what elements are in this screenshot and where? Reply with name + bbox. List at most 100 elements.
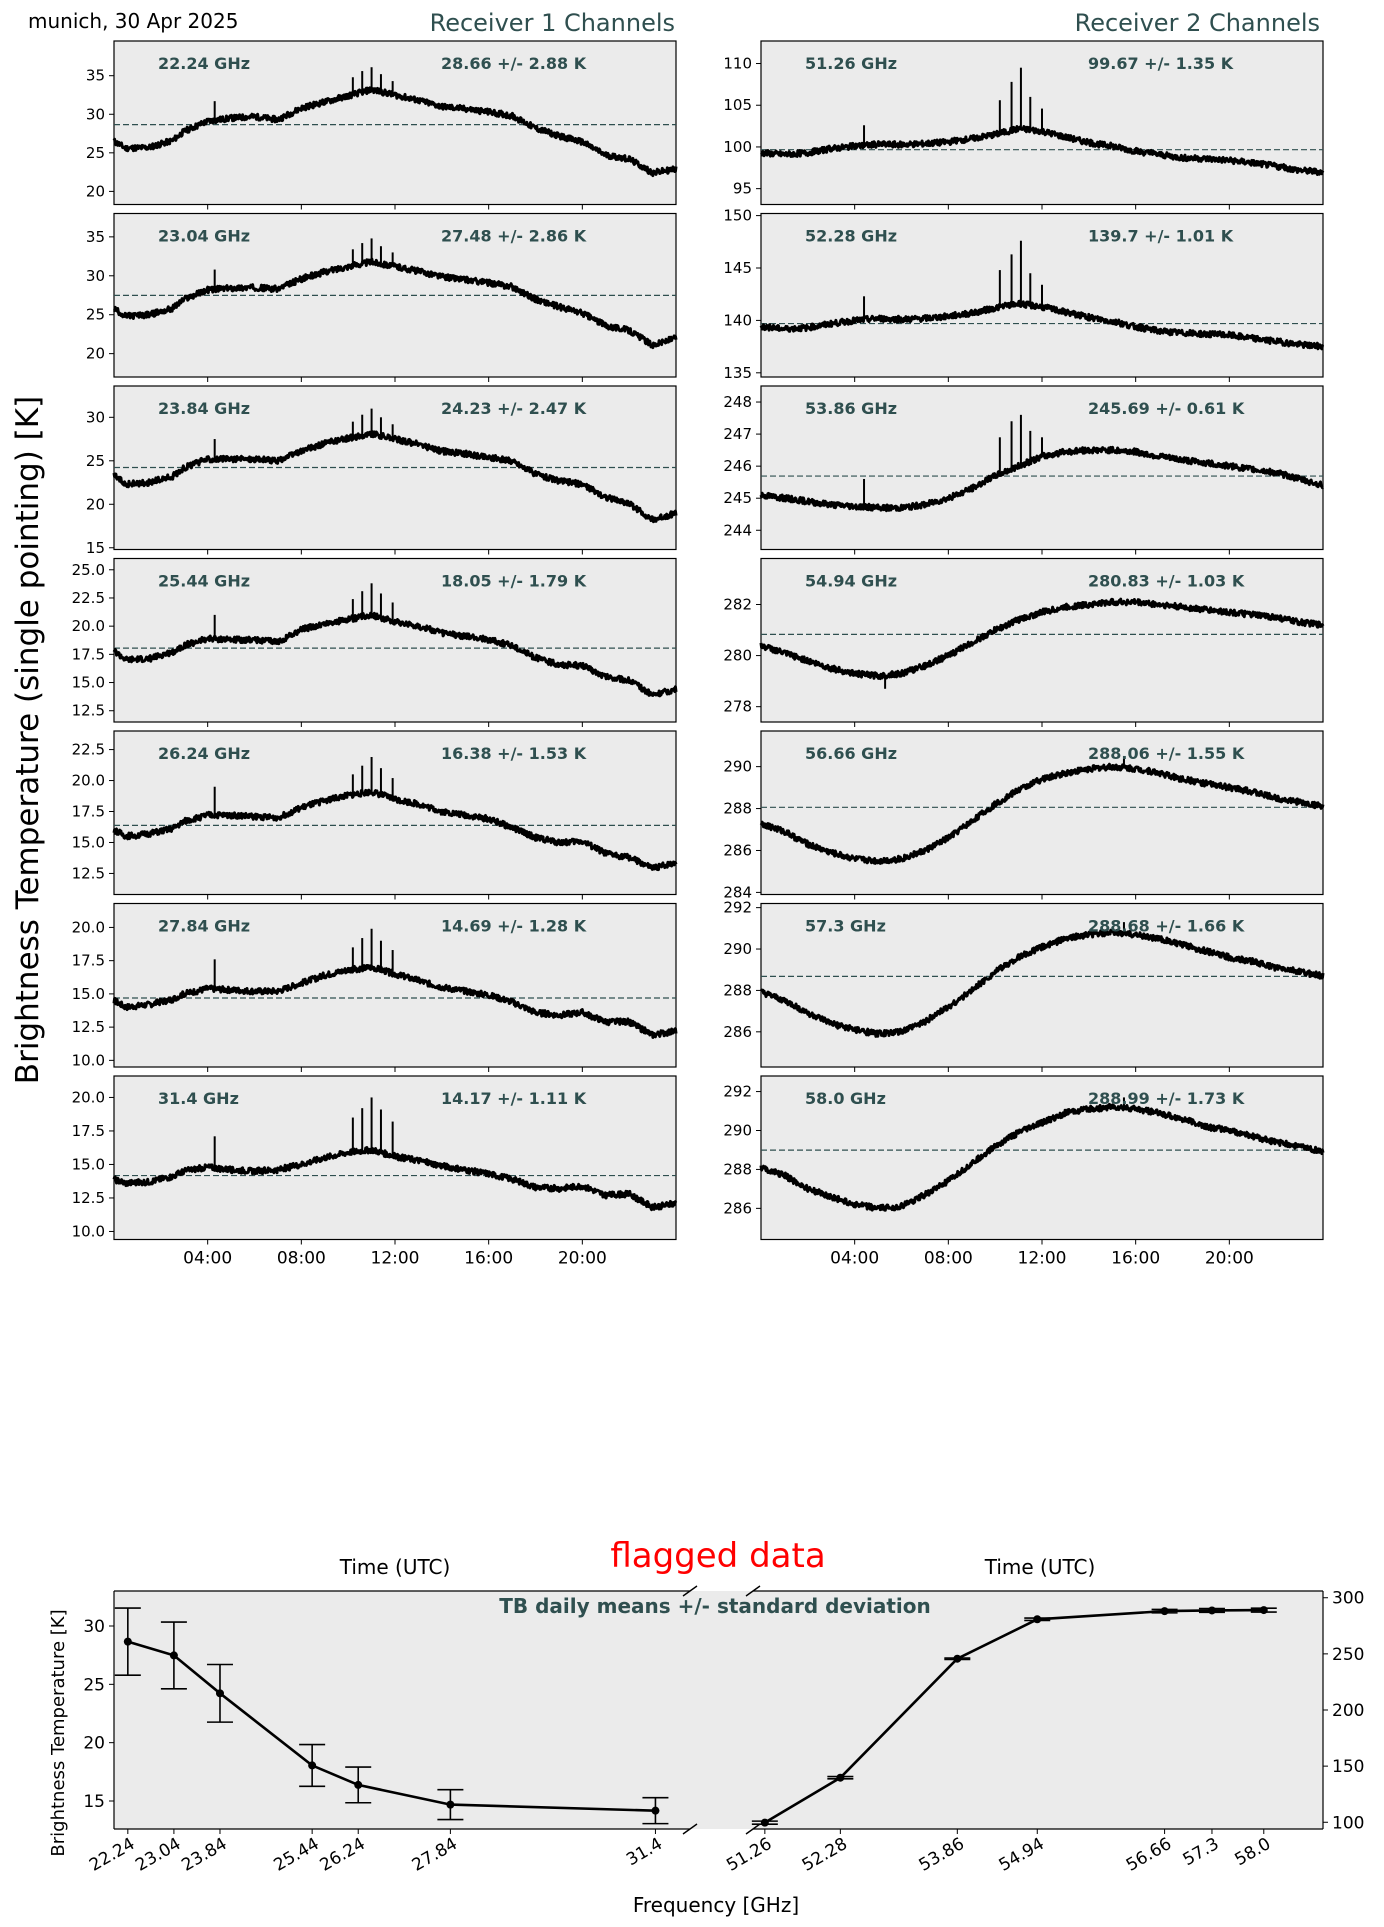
receiver-2-title: Receiver 2 Channels	[1075, 9, 1320, 37]
channel-frequency-label: 54.94 GHz	[805, 572, 897, 591]
channel-frequency-label: 26.24 GHz	[158, 744, 250, 763]
daily-mean-point	[1259, 1606, 1268, 1615]
y-tick-label: 140	[723, 311, 752, 329]
rx1-panel-7: 10.0 12.5 15.0 17.5 20.0 31.4 GHz 14.17 +/- 1.…	[72, 1075, 678, 1245]
y-tick-label: 105	[723, 96, 752, 114]
y-tick-label: 35	[86, 228, 105, 246]
panel-frame	[760, 730, 1324, 896]
y-tick-label: 30	[83, 1617, 105, 1637]
y-tick-label: 244	[723, 521, 752, 539]
location-date-label: munich, 30 Apr 2025	[28, 9, 238, 33]
y-tick-label: 290	[723, 758, 752, 776]
daily-means-title: TB daily means +/- standard deviation	[499, 1594, 931, 1618]
y-tick-label: 30	[86, 408, 105, 426]
time-tick-label: 20:00	[1205, 1249, 1254, 1269]
y-tick-label: 10.0	[72, 1051, 105, 1069]
y-tick-label: 25	[86, 144, 105, 162]
tb-series-line	[759, 762, 1325, 865]
rx2-panel-4: 278 280 282 54.94 GHz 280.83 +/- 1.03 K	[723, 557, 1325, 727]
y-tick-label: 20.0	[72, 772, 105, 790]
axis-break-mark	[745, 1585, 761, 1597]
time-tick-label: 16:00	[1111, 1249, 1160, 1269]
time-tick-label: 08:00	[924, 1249, 973, 1269]
daily-mean-point	[760, 1818, 769, 1827]
channel-frequency-label: 53.86 GHz	[805, 399, 897, 418]
channel-frequency-label: 23.04 GHz	[158, 227, 250, 246]
channel-stats-label: 288.68 +/- 1.66 K	[1088, 917, 1245, 936]
channel-stats-label: 245.69 +/- 0.61 K	[1088, 399, 1245, 418]
rx1-panel-4: 12.5 15.0 17.5 20.0 22.5 25.0 25.44 GHz 18.05 +…	[72, 557, 678, 727]
y-tick-label: 12.5	[72, 702, 105, 720]
daily-mean-point	[123, 1637, 132, 1646]
axis-break-mark	[682, 1823, 698, 1835]
y-tick-label: 95	[733, 180, 752, 198]
daily-mean-point	[446, 1800, 455, 1809]
channel-stats-label: 280.83 +/- 1.03 K	[1088, 572, 1245, 591]
y-tick-label: 286	[723, 841, 752, 859]
y-tick-label: 17.5	[72, 952, 105, 970]
y-tick-label: 110	[723, 55, 752, 73]
channel-stats-label: 288.06 +/- 1.55 K	[1088, 744, 1245, 763]
y-tick-label: 12.5	[72, 1189, 105, 1207]
y-tick-label: 100	[723, 138, 752, 156]
axis-break-mark	[745, 1823, 761, 1835]
channel-stats-label: 99.67 +/- 1.35 K	[1088, 54, 1234, 73]
tb-series-line	[759, 1102, 1325, 1212]
y-tick-label: 15.0	[72, 674, 105, 692]
channel-stats-label: 27.48 +/- 2.86 K	[441, 227, 587, 246]
rx1-panel-1: 20 25 30 35 22.24 GHz 28.66 +/- 2.88 K	[86, 40, 678, 210]
time-tick-label: 04:00	[183, 1249, 232, 1269]
y-tick-label: 20	[86, 345, 105, 363]
y-tick-label: 288	[723, 1160, 752, 1178]
y-tick-label: 247	[723, 425, 752, 443]
y-tick-label: 20.0	[72, 1088, 105, 1106]
y-tick-label: 22.5	[72, 589, 105, 607]
y-tick-label: 25	[83, 1675, 105, 1695]
y-tick-label: 12.5	[72, 1018, 105, 1036]
panel-frame	[760, 557, 1324, 723]
channel-frequency-label: 27.84 GHz	[158, 917, 250, 936]
daily-means-y-axis-label: Brightness Temperature [K]	[48, 1609, 69, 1856]
channel-stats-label: 288.99 +/- 1.73 K	[1088, 1089, 1245, 1108]
y-tick-label: 15.0	[72, 1155, 105, 1173]
y-tick-label: 145	[723, 259, 752, 277]
panel-frame	[760, 1075, 1324, 1241]
tb-series-line	[759, 597, 1325, 681]
y-tick-label: 20.0	[72, 617, 105, 635]
receiver-1-panels: 20 25 30 35 22.24 GHz 28.66 +/- 2.88 K 20 25 30 3…	[72, 40, 678, 1269]
rx1-panel-3: 15 20 25 30 23.84 GHz 24.23 +/- 2.47 K	[86, 385, 678, 557]
y-tick-label: 25	[86, 452, 105, 470]
y-tick-label: 17.5	[72, 803, 105, 821]
tb-series-line	[112, 86, 678, 178]
channel-stats-label: 14.17 +/- 1.11 K	[441, 1089, 587, 1108]
y-tick-label: 12.5	[72, 864, 105, 882]
y-tick-label: 10.0	[72, 1222, 105, 1240]
time-tick-label: 12:00	[1018, 1249, 1067, 1269]
rx1-panel-2: 20 25 30 35 23.04 GHz 27.48 +/- 2.86 K	[86, 212, 678, 382]
daily-mean-point	[308, 1761, 317, 1770]
y-tick-label: 292	[723, 899, 752, 917]
channel-frequency-label: 23.84 GHz	[158, 399, 250, 418]
daily-mean-point	[836, 1773, 845, 1782]
y-tick-label: 245	[723, 489, 752, 507]
daily-mean-point	[169, 1651, 178, 1660]
channel-stats-label: 28.66 +/- 2.88 K	[441, 54, 587, 73]
tb-series-line	[760, 928, 1325, 1038]
y-tick-label: 300	[1332, 1589, 1364, 1609]
rx2-panel-1: 95 100 105 110 51.26 GHz 99.67 +/- 1.35 K	[723, 40, 1325, 210]
daily-mean-point	[215, 1689, 224, 1698]
y-tick-label: 15	[86, 539, 105, 557]
shared-y-axis-label: Brightness Temperature (single pointing)…	[10, 396, 46, 1084]
channel-stats-label: 18.05 +/- 1.79 K	[441, 572, 587, 591]
channel-stats-label: 14.69 +/- 1.28 K	[441, 917, 587, 936]
y-tick-label: 20	[86, 495, 105, 513]
y-tick-label: 284	[723, 883, 752, 901]
y-tick-label: 288	[723, 981, 752, 999]
y-tick-label: 150	[723, 207, 752, 225]
daily-mean-point	[1207, 1606, 1216, 1615]
time-tick-label: 20:00	[558, 1249, 607, 1269]
channel-frequency-label: 57.3 GHz	[805, 917, 886, 936]
y-tick-label: 25	[86, 306, 105, 324]
y-tick-label: 17.5	[72, 1122, 105, 1140]
